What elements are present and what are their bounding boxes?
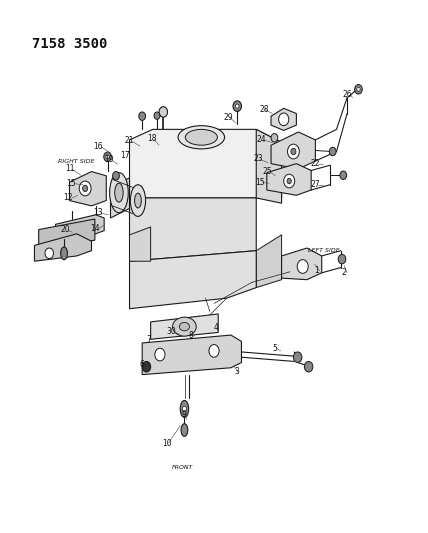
Polygon shape [267, 164, 311, 195]
Ellipse shape [113, 172, 119, 180]
Ellipse shape [294, 352, 302, 362]
Text: 19: 19 [104, 156, 114, 165]
Ellipse shape [304, 361, 313, 372]
Ellipse shape [134, 193, 141, 208]
Ellipse shape [185, 130, 217, 145]
Text: 10: 10 [162, 439, 172, 448]
Text: 16: 16 [93, 142, 103, 151]
Polygon shape [110, 178, 130, 218]
Ellipse shape [357, 87, 360, 91]
Ellipse shape [159, 107, 167, 117]
Text: 5: 5 [273, 344, 278, 353]
Ellipse shape [104, 152, 111, 161]
Text: 29: 29 [224, 113, 234, 122]
Text: 13: 13 [93, 208, 103, 217]
Text: RIGHT SIDE: RIGHT SIDE [59, 158, 95, 164]
Ellipse shape [179, 322, 190, 331]
Ellipse shape [288, 144, 299, 159]
Text: 4: 4 [214, 322, 219, 332]
Text: 6: 6 [140, 360, 145, 369]
Text: 22: 22 [311, 159, 320, 168]
Text: 7158 3500: 7158 3500 [33, 37, 108, 51]
Polygon shape [130, 227, 151, 261]
Text: 25: 25 [262, 167, 272, 176]
Ellipse shape [131, 185, 146, 216]
Ellipse shape [271, 134, 278, 142]
Polygon shape [130, 130, 282, 198]
Ellipse shape [329, 147, 336, 156]
Text: 12: 12 [63, 193, 73, 203]
Ellipse shape [61, 247, 68, 260]
Text: 9: 9 [181, 410, 186, 419]
Ellipse shape [181, 424, 188, 437]
Polygon shape [130, 251, 256, 309]
Ellipse shape [178, 126, 225, 149]
Ellipse shape [291, 148, 296, 155]
Polygon shape [39, 219, 95, 251]
Polygon shape [130, 198, 256, 261]
Ellipse shape [79, 181, 91, 196]
Text: 20: 20 [60, 225, 70, 234]
Ellipse shape [45, 248, 54, 259]
Polygon shape [35, 234, 92, 261]
Text: 21: 21 [125, 136, 134, 146]
Text: 27: 27 [311, 180, 320, 189]
Ellipse shape [297, 260, 308, 273]
Polygon shape [56, 215, 104, 239]
Text: 1: 1 [314, 266, 318, 275]
Ellipse shape [355, 85, 362, 94]
Text: 26: 26 [342, 90, 352, 99]
Text: 18: 18 [147, 134, 156, 143]
Text: 23: 23 [253, 155, 263, 164]
Polygon shape [271, 108, 296, 131]
Text: 17: 17 [120, 151, 130, 160]
Ellipse shape [235, 104, 239, 108]
Ellipse shape [284, 174, 295, 188]
Ellipse shape [209, 344, 219, 357]
Ellipse shape [115, 183, 123, 202]
Ellipse shape [338, 254, 346, 264]
Polygon shape [69, 172, 106, 206]
Ellipse shape [142, 361, 151, 372]
Text: 15: 15 [66, 179, 76, 188]
Text: 14: 14 [90, 224, 100, 233]
Polygon shape [151, 314, 218, 340]
Ellipse shape [340, 171, 347, 180]
Ellipse shape [182, 406, 187, 411]
Ellipse shape [139, 112, 146, 120]
Ellipse shape [106, 155, 109, 159]
Ellipse shape [279, 113, 289, 126]
Ellipse shape [172, 317, 196, 336]
Ellipse shape [83, 185, 88, 191]
Text: 3: 3 [235, 367, 240, 376]
Ellipse shape [233, 101, 241, 111]
Text: 24: 24 [257, 135, 267, 144]
Ellipse shape [180, 400, 189, 417]
Polygon shape [271, 132, 315, 169]
Ellipse shape [155, 348, 165, 361]
Text: FRONT: FRONT [172, 465, 193, 471]
Text: 28: 28 [259, 105, 269, 114]
Polygon shape [256, 130, 282, 203]
Polygon shape [282, 248, 322, 280]
Text: LEFT SIDE: LEFT SIDE [308, 248, 340, 253]
Text: 8: 8 [188, 330, 193, 340]
Text: 7: 7 [146, 335, 151, 344]
Text: 2: 2 [342, 268, 347, 277]
Text: 11: 11 [65, 164, 74, 173]
Text: 15: 15 [256, 177, 265, 187]
Ellipse shape [110, 173, 128, 213]
Ellipse shape [287, 179, 291, 184]
Polygon shape [256, 235, 282, 288]
Polygon shape [142, 335, 241, 375]
Text: 30: 30 [167, 327, 177, 336]
Ellipse shape [154, 112, 160, 119]
